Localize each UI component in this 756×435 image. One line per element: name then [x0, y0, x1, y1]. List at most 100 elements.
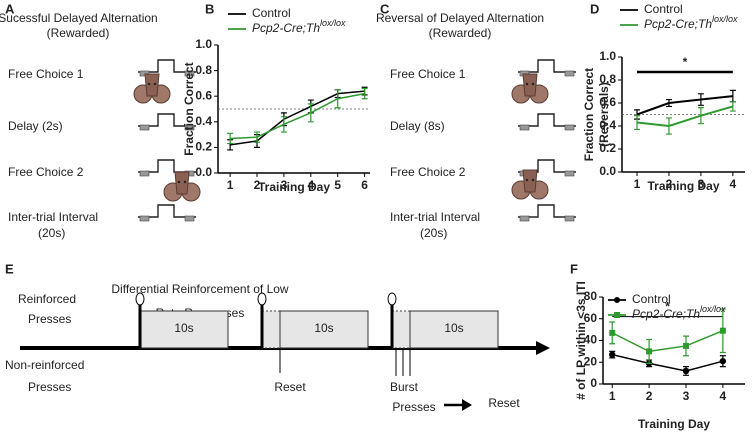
legend-name: Pcp2-Cre;Th	[632, 307, 700, 321]
x-tick-label: 2	[646, 389, 653, 403]
burst-label: Presses	[392, 400, 435, 414]
lever	[564, 170, 575, 177]
apparatus	[518, 59, 576, 73]
lever-press-icon	[257, 292, 267, 306]
data-point	[646, 348, 653, 355]
x-tick-label: 3	[281, 178, 288, 192]
y-tick-label: 0.8	[195, 63, 212, 77]
x-tick-label: 5	[334, 178, 341, 192]
legend-name: Pcp2-Cre;Th	[644, 17, 712, 31]
y-tick-label: 1.0	[599, 49, 616, 63]
legend-superscript: lox/lox	[712, 14, 738, 24]
x-tick-label: 4	[720, 389, 727, 403]
lever	[564, 124, 575, 131]
legend-marker	[614, 297, 620, 303]
data-line	[230, 92, 365, 140]
error-bar	[665, 98, 672, 108]
delay-box-dotted	[261, 310, 281, 349]
mouse-head	[522, 73, 538, 97]
lever	[519, 124, 530, 131]
step-label: Free Choice 2	[8, 165, 84, 179]
mouse-icon	[511, 73, 549, 104]
data-point	[682, 367, 690, 375]
legend-name: Pcp2-Cre;Th	[252, 21, 320, 35]
y-tick-label: 0	[590, 376, 597, 390]
significance-label: *	[683, 55, 688, 69]
burst-label: Burst	[390, 380, 419, 394]
reset-label: Reset	[274, 380, 306, 394]
panel-label: F	[570, 261, 578, 276]
legend-label: Control	[252, 6, 291, 20]
x-tick-label: 2	[666, 177, 673, 191]
error-bar	[307, 103, 314, 123]
interval-box	[409, 310, 499, 349]
y-tick-label: 1.0	[195, 37, 212, 51]
error-bar	[634, 115, 641, 131]
legend-label: Pcp2-Cre;Thlox/lox	[252, 18, 346, 35]
y-axis-label: Fraction Correct	[182, 62, 196, 155]
y-tick-label: 20	[584, 354, 598, 368]
y-tick-label: 0.4	[599, 118, 616, 132]
row-label: Presses	[28, 312, 71, 326]
y-tick-label: 0.2	[599, 141, 616, 155]
y-tick-label: 0.0	[599, 164, 616, 178]
panel-label: A	[5, 1, 15, 16]
step-label: Free Choice 1	[390, 67, 466, 81]
data-point	[609, 351, 616, 358]
mouse-eye	[531, 82, 535, 86]
y-tick-label: 0.8	[599, 72, 616, 86]
lever-press-icon	[135, 292, 145, 306]
panel-label: C	[380, 1, 390, 16]
row-label: Presses	[28, 380, 71, 394]
reset-arrow-head	[462, 399, 472, 411]
mouse-icon	[133, 73, 171, 104]
step-label: Inter-trial Interval	[390, 210, 480, 224]
y-tick-label: 80	[584, 289, 598, 303]
y-tick-label: 40	[584, 333, 598, 347]
step-label: Delay (2s)	[8, 119, 63, 133]
mouse-icon	[163, 171, 201, 202]
step-label: (20s)	[420, 226, 447, 240]
diagram-title: Sucessful Delayed Alternation	[0, 11, 158, 25]
mouse-eye	[147, 82, 151, 86]
x-tick-label: 1	[227, 178, 234, 192]
data-line	[636, 105, 734, 128]
reset-label: Reset	[488, 396, 520, 410]
error-bar	[361, 87, 368, 100]
error-bar	[334, 89, 341, 109]
apparatus	[138, 59, 196, 73]
lever	[139, 215, 150, 222]
mouse-eye	[183, 180, 187, 184]
error-bar	[729, 101, 736, 112]
x-tick-label: 3	[698, 177, 705, 191]
legend-marker	[614, 312, 620, 318]
apparatus	[138, 159, 196, 173]
panel-label: D	[590, 1, 599, 16]
row-label: Reinforced	[18, 292, 76, 306]
apparatus	[138, 204, 196, 218]
step-label: (20s)	[38, 226, 65, 240]
legend-label: Pcp2-Cre;Thlox/lox	[632, 304, 726, 321]
x-tick-label: 1	[634, 177, 641, 191]
x-axis-label: Training Day	[258, 180, 330, 194]
data-line	[611, 330, 724, 353]
legend-label: Control	[644, 2, 683, 16]
x-tick-label: 3	[683, 389, 690, 403]
data-point	[719, 357, 727, 365]
y-tick-label: 0.4	[195, 114, 212, 128]
lever	[519, 215, 530, 222]
mouse-eye	[177, 180, 181, 184]
data-point	[682, 342, 689, 349]
y-axis-label: (Reversals)	[597, 82, 611, 147]
mouse-eye	[531, 178, 535, 182]
y-tick-label: 0.6	[195, 88, 212, 102]
error-bar	[254, 131, 261, 143]
mouse-eye	[525, 178, 529, 182]
row-label: Non-reinforced	[5, 358, 84, 372]
mouse-eye	[525, 82, 529, 86]
step-label: Inter-trial Interval	[8, 210, 98, 224]
mouse-head	[174, 171, 190, 195]
interval-label: 10s	[444, 321, 463, 335]
x-tick-label: 6	[361, 178, 368, 192]
